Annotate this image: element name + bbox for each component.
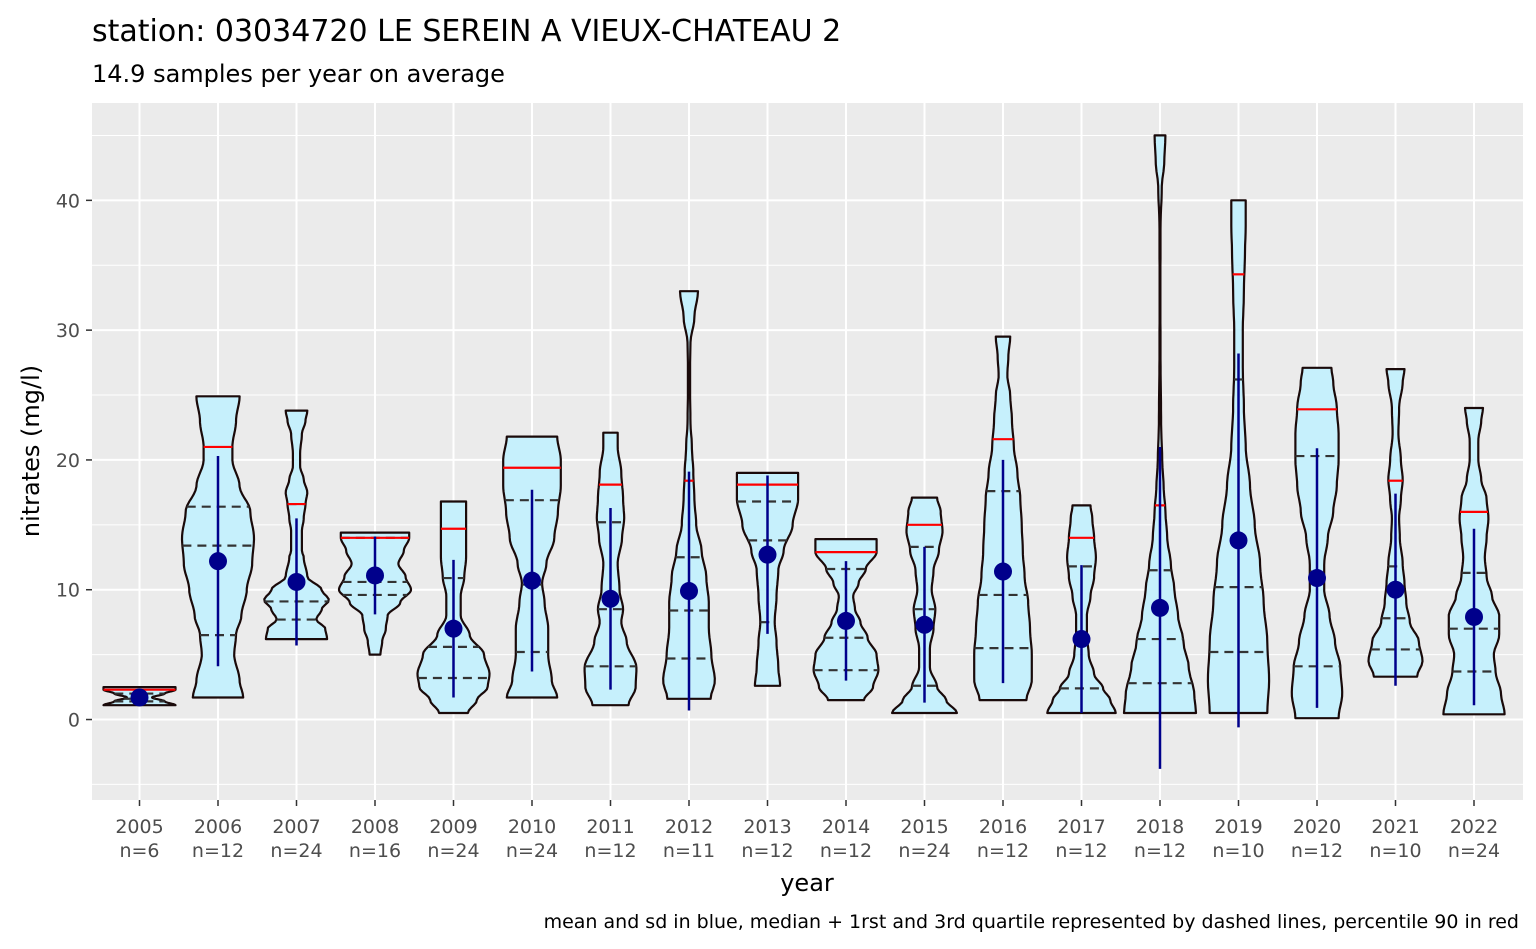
y-tick-label: 20 — [56, 450, 80, 472]
violin-2016 — [973, 335, 1033, 702]
x-tick-year: 2016 — [979, 816, 1027, 838]
violin-2010 — [502, 435, 562, 699]
mean-point — [1465, 607, 1483, 626]
mean-point — [1229, 531, 1248, 550]
x-tick-count: n=6 — [119, 840, 159, 862]
violin-2009 — [416, 500, 491, 715]
violins — [102, 134, 1506, 769]
violin-2014 — [812, 538, 880, 702]
mean-point — [1151, 598, 1169, 617]
mean-point — [601, 589, 620, 608]
x-tick-year: 2009 — [429, 816, 477, 838]
x-tick-year: 2014 — [822, 816, 870, 838]
mean-point — [287, 572, 306, 591]
violin-2008 — [337, 531, 413, 656]
x-axis-ticks: 2005n=62006n=122007n=242008n=162009n=242… — [115, 800, 1500, 862]
x-tick-year: 2015 — [900, 816, 948, 838]
x-tick-year: 2017 — [1057, 816, 1105, 838]
x-tick-year: 2011 — [586, 816, 634, 838]
x-tick-count: n=16 — [349, 840, 401, 862]
x-tick-count: n=12 — [1291, 840, 1343, 862]
violin-2022 — [1442, 406, 1506, 716]
mean-point — [1072, 630, 1091, 649]
x-tick-year: 2008 — [351, 816, 399, 838]
chart-title: station: 03034720 LE SEREIN A VIEUX-CHAT… — [92, 14, 841, 49]
mean-point — [209, 552, 227, 571]
y-tick-label: 30 — [56, 320, 80, 342]
violin-2013 — [735, 471, 800, 687]
x-tick-year: 2006 — [194, 816, 242, 838]
y-axis-label: nitrates (mg/l) — [17, 365, 45, 537]
violin-shape — [1122, 134, 1198, 715]
plot-panel — [92, 103, 1523, 800]
x-tick-count: n=24 — [270, 840, 322, 862]
mean-point — [680, 582, 698, 601]
chart-caption: mean and sd in blue, median + 1rst and 3… — [544, 911, 1519, 933]
violin-2021 — [1367, 368, 1424, 686]
mean-point — [837, 611, 855, 630]
x-tick-count: n=12 — [192, 840, 244, 862]
violin-2020 — [1290, 366, 1344, 720]
violin-2018 — [1122, 134, 1198, 769]
x-tick-count: n=12 — [1055, 840, 1107, 862]
mean-point — [758, 545, 777, 564]
x-tick-count: n=10 — [1212, 840, 1264, 862]
x-tick-year: 2007 — [272, 816, 320, 838]
y-tick-label: 40 — [56, 190, 80, 212]
mean-point — [1308, 569, 1326, 588]
x-tick-count: n=24 — [1448, 840, 1500, 862]
violin-2019 — [1206, 199, 1271, 728]
mean-point — [1386, 580, 1405, 599]
x-tick-year: 2010 — [508, 816, 556, 838]
x-tick-count: n=11 — [663, 840, 715, 862]
x-tick-year: 2013 — [743, 816, 791, 838]
x-tick-count: n=12 — [977, 840, 1029, 862]
violin-2007 — [263, 409, 330, 646]
x-tick-year: 2012 — [665, 816, 713, 838]
mean-point — [444, 619, 463, 638]
x-tick-year: 2005 — [115, 816, 163, 838]
x-tick-year: 2020 — [1293, 816, 1341, 838]
x-tick-count: n=24 — [898, 840, 950, 862]
mean-point — [523, 571, 541, 590]
mean-point — [366, 566, 384, 585]
violin-2006 — [180, 395, 256, 699]
mean-point — [994, 562, 1012, 581]
x-tick-count: n=10 — [1369, 840, 1421, 862]
x-tick-year: 2021 — [1371, 816, 1419, 838]
y-axis-ticks: 0 10 20 30 40 — [56, 190, 92, 732]
violin-2012 — [662, 290, 716, 711]
x-tick-count: n=12 — [1134, 840, 1186, 862]
violin-2017 — [1046, 504, 1117, 715]
mean-point — [915, 615, 934, 634]
violin-2005 — [102, 686, 177, 707]
x-tick-count: n=12 — [584, 840, 636, 862]
x-axis-label: year — [780, 869, 834, 897]
mean-point — [130, 688, 149, 707]
x-tick-count: n=24 — [427, 840, 479, 862]
violin-2011 — [583, 431, 638, 707]
x-tick-year: 2018 — [1136, 816, 1184, 838]
y-tick-label: 10 — [56, 580, 80, 602]
y-tick-label: 0 — [68, 710, 80, 732]
x-tick-count: n=12 — [820, 840, 872, 862]
x-tick-count: n=24 — [506, 840, 558, 862]
x-tick-year: 2019 — [1214, 816, 1262, 838]
chart-subtitle: 14.9 samples per year on average — [92, 60, 505, 88]
x-tick-year: 2022 — [1450, 816, 1498, 838]
x-tick-count: n=12 — [741, 840, 793, 862]
violin-2015 — [891, 496, 958, 715]
